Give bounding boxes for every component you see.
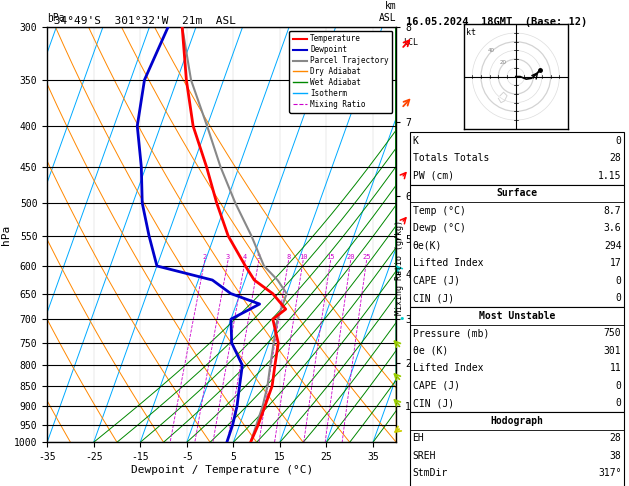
Text: LCL: LCL bbox=[403, 38, 418, 47]
Text: 0: 0 bbox=[616, 276, 621, 286]
Text: 5: 5 bbox=[257, 254, 261, 260]
Text: Most Unstable: Most Unstable bbox=[479, 311, 555, 321]
Text: StmDir: StmDir bbox=[413, 469, 448, 478]
Text: 25: 25 bbox=[362, 254, 371, 260]
Text: 17: 17 bbox=[610, 259, 621, 268]
Text: CAPE (J): CAPE (J) bbox=[413, 276, 460, 286]
Text: Lifted Index: Lifted Index bbox=[413, 364, 483, 373]
Text: 8: 8 bbox=[286, 254, 291, 260]
Text: Lifted Index: Lifted Index bbox=[413, 259, 483, 268]
Text: SREH: SREH bbox=[413, 451, 436, 461]
Text: 11: 11 bbox=[610, 364, 621, 373]
Text: Temp (°C): Temp (°C) bbox=[413, 206, 465, 216]
Text: Mixing Ratio (g/kg): Mixing Ratio (g/kg) bbox=[395, 220, 404, 315]
Legend: Temperature, Dewpoint, Parcel Trajectory, Dry Adiabat, Wet Adiabat, Isotherm, Mi: Temperature, Dewpoint, Parcel Trajectory… bbox=[289, 31, 392, 113]
Text: 1.15: 1.15 bbox=[598, 171, 621, 181]
Text: km
ASL: km ASL bbox=[379, 1, 396, 22]
Text: Pressure (mb): Pressure (mb) bbox=[413, 329, 489, 338]
Text: 0: 0 bbox=[616, 381, 621, 391]
Text: 10: 10 bbox=[299, 254, 308, 260]
X-axis label: Dewpoint / Temperature (°C): Dewpoint / Temperature (°C) bbox=[131, 465, 313, 475]
Text: Dewp (°C): Dewp (°C) bbox=[413, 224, 465, 233]
Text: 750: 750 bbox=[604, 329, 621, 338]
Text: 28: 28 bbox=[610, 434, 621, 443]
Text: kt: kt bbox=[465, 29, 476, 37]
Text: 294: 294 bbox=[604, 241, 621, 251]
Text: 0: 0 bbox=[616, 294, 621, 303]
Text: 301: 301 bbox=[604, 346, 621, 356]
Text: •: • bbox=[398, 314, 404, 324]
Text: K: K bbox=[413, 136, 418, 146]
Text: hPa: hPa bbox=[47, 13, 65, 22]
Text: 8.7: 8.7 bbox=[604, 206, 621, 216]
Text: 0: 0 bbox=[616, 136, 621, 146]
Text: Totals Totals: Totals Totals bbox=[413, 154, 489, 163]
Text: 16.05.2024  18GMT  (Base: 12): 16.05.2024 18GMT (Base: 12) bbox=[406, 17, 587, 27]
Text: 28: 28 bbox=[610, 154, 621, 163]
Text: 20: 20 bbox=[347, 254, 355, 260]
Text: 317°: 317° bbox=[598, 469, 621, 478]
Text: 40: 40 bbox=[488, 48, 495, 53]
Text: 20: 20 bbox=[500, 60, 507, 65]
Text: θe (K): θe (K) bbox=[413, 346, 448, 356]
Text: θe(K): θe(K) bbox=[413, 241, 442, 251]
Text: 2: 2 bbox=[203, 254, 207, 260]
Text: 3.6: 3.6 bbox=[604, 224, 621, 233]
Y-axis label: hPa: hPa bbox=[1, 225, 11, 244]
Text: © weatheronline.co.uk: © weatheronline.co.uk bbox=[416, 471, 529, 480]
Text: CAPE (J): CAPE (J) bbox=[413, 381, 460, 391]
Text: PW (cm): PW (cm) bbox=[413, 171, 454, 181]
Text: -34°49'S  301°32'W  21m  ASL: -34°49'S 301°32'W 21m ASL bbox=[47, 16, 236, 26]
Text: EH: EH bbox=[413, 434, 425, 443]
Text: Surface: Surface bbox=[496, 189, 538, 198]
Text: 4: 4 bbox=[243, 254, 247, 260]
Text: 38: 38 bbox=[610, 451, 621, 461]
Text: CIN (J): CIN (J) bbox=[413, 399, 454, 408]
Text: Hodograph: Hodograph bbox=[491, 416, 543, 426]
Text: 0: 0 bbox=[616, 399, 621, 408]
Text: CIN (J): CIN (J) bbox=[413, 294, 454, 303]
Text: 3: 3 bbox=[226, 254, 230, 260]
Text: 15: 15 bbox=[326, 254, 335, 260]
